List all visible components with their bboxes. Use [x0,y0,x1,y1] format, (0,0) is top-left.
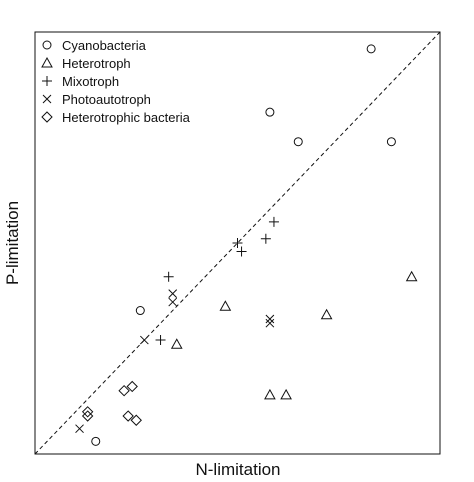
data-point-mixotroph [163,271,174,282]
data-point-mixotroph [268,216,279,227]
legend-label-mixotroph: Mixotroph [62,74,119,89]
legend-label-cyanobacteria: Cyanobacteria [62,38,147,53]
data-point-heterotrophic-bacteria [130,414,142,426]
data-point-heterotroph [320,308,333,320]
legend-item-heterotroph: Heterotroph [41,56,131,71]
data-point-cyanobacteria [265,107,275,117]
data-point-mixotroph [232,238,243,248]
legend-item-heterotrophic-bacteria: Heterotrophic bacteria [41,110,191,125]
legend-label-heterotrophic-bacteria: Heterotrophic bacteria [62,110,191,125]
data-point-cyanobacteria [293,137,303,147]
data-point-heterotrophic-bacteria [126,380,138,393]
data-point-photoautotroph [265,318,275,328]
data-point-heterotroph [280,388,292,400]
y-axis-label: P-limitation [3,201,22,285]
data-point-heterotrophic-bacteria [81,410,94,422]
data-points [75,44,418,446]
data-point-heterotroph [405,270,418,282]
data-point-photoautotroph [168,289,178,298]
legend-label-heterotroph: Heterotroph [62,56,131,71]
data-point-cyanobacteria [386,137,396,147]
legend-item-cyanobacteria: Cyanobacteria [42,38,147,53]
legend-marker-heterotroph [41,56,53,68]
data-point-photoautotroph [265,314,275,324]
data-point-photoautotroph [168,297,178,307]
legend-marker-photoautotroph [42,94,52,104]
data-point-heterotroph [219,300,232,311]
data-point-mixotroph [155,335,166,346]
data-point-heterotrophic-bacteria [118,384,130,397]
data-point-heterotrophic-bacteria [122,410,134,422]
data-point-heterotrophic-bacteria [81,406,94,418]
data-point-photoautotroph [139,335,149,345]
legend-marker-cyanobacteria [42,40,52,50]
legend-marker-mixotroph [42,76,52,86]
data-point-mixotroph [260,233,271,244]
legend-item-photoautotroph: Photoautotroph [42,92,151,107]
data-point-cyanobacteria [366,44,376,54]
data-point-cyanobacteria [135,306,145,316]
data-point-cyanobacteria [91,436,101,446]
legend: Cyanobacteria Heterotroph Mixotroph Photoau… [41,38,191,125]
data-point-photoautotroph [75,424,84,434]
x-axis-label: N-limitation [195,460,280,479]
plot-frame [34,31,441,455]
data-point-heterotroph [264,388,276,400]
legend-item-mixotroph: Mixotroph [42,74,119,89]
legend-label-photoautotroph: Photoautotroph [62,92,151,107]
data-point-heterotroph [170,338,183,349]
data-point-mixotroph [236,246,247,257]
legend-marker-heterotrophic-bacteria [41,111,53,123]
